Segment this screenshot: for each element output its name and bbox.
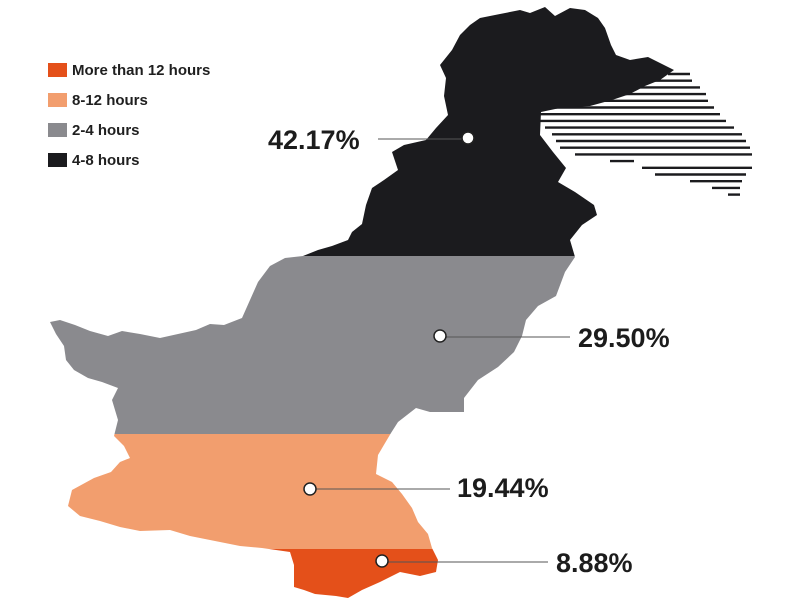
legend-item: 2-4 hours [48, 120, 210, 140]
upper-middle-percentage-label: 29.50% [578, 323, 670, 353]
legend-label: 4-8 hours [72, 151, 140, 169]
north-marker [461, 131, 475, 145]
south-percentage-label: 8.88% [556, 548, 633, 578]
legend-swatch [48, 93, 67, 107]
legend-swatch [48, 63, 67, 77]
region-lower-middle [50, 434, 674, 549]
legend-label: 8-12 hours [72, 91, 148, 109]
region-south [50, 549, 674, 598]
lower-middle-percentage-label: 19.44% [457, 473, 549, 503]
legend-label: 2-4 hours [72, 121, 140, 139]
callout-south [375, 554, 548, 568]
callout-north [378, 131, 475, 145]
upper-middle-marker [433, 329, 447, 343]
region-upper-middle [50, 256, 674, 434]
disputed-area-stripes [540, 72, 752, 196]
callout-lower-middle [303, 482, 450, 496]
legend-swatch [48, 123, 67, 137]
lower-middle-marker [303, 482, 317, 496]
callout-upper-middle [433, 329, 570, 343]
legend-item: 4-8 hours [48, 150, 210, 170]
legend-item: More than 12 hours [48, 60, 210, 80]
legend-item: 8-12 hours [48, 90, 210, 110]
legend: More than 12 hours 8-12 hours 2-4 hours … [48, 60, 210, 180]
legend-swatch [48, 153, 67, 167]
south-marker [375, 554, 389, 568]
legend-label: More than 12 hours [72, 61, 211, 79]
north-percentage-label: 42.17% [268, 125, 360, 155]
